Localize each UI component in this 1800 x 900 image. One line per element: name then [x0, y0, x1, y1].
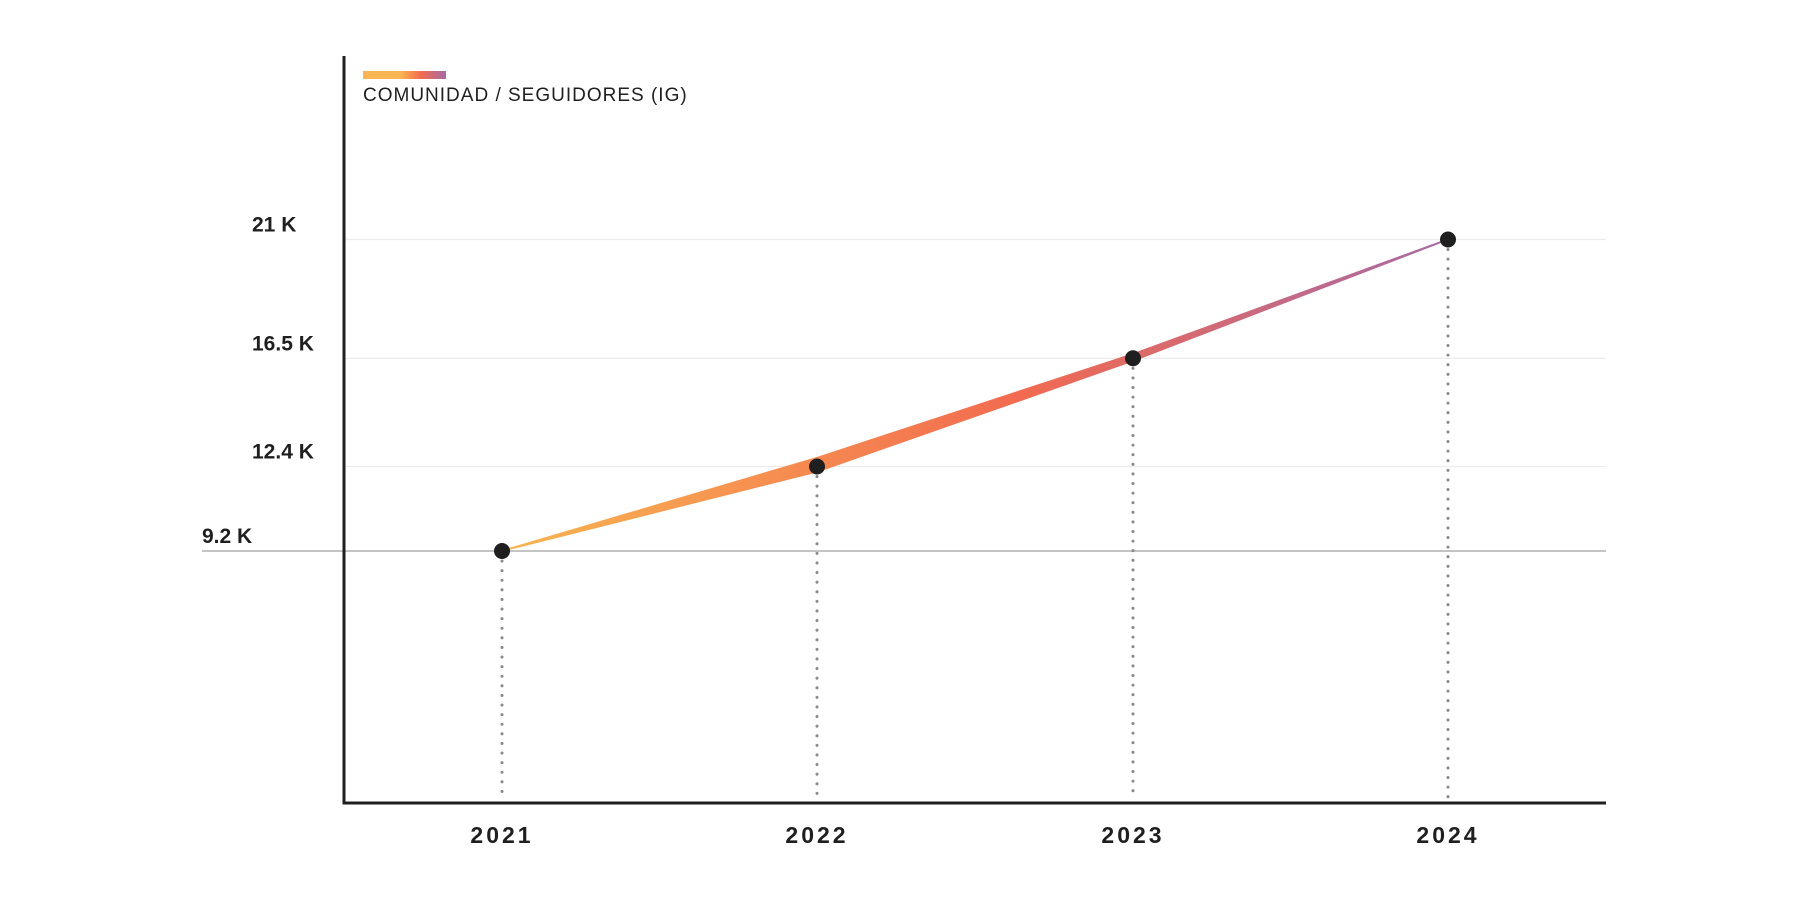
x-tick-label: 2021	[470, 822, 533, 848]
data-points	[494, 231, 1456, 559]
y-tick-label: 21 K	[252, 213, 296, 236]
x-tick-label: 2022	[785, 822, 848, 848]
x-tick-label: 2024	[1416, 822, 1479, 848]
x-tick-labels: 2021 2022 2023 2024	[470, 822, 1479, 848]
grid	[202, 238, 1606, 552]
y-tick-label: 16.5 K	[252, 332, 314, 355]
y-tick-labels: 9.2 K 12.4 K 16.5 K 21 K	[202, 213, 314, 548]
data-point	[1125, 350, 1141, 367]
data-point	[809, 458, 825, 475]
data-point	[494, 543, 510, 559]
legend: COMUNIDAD / SEGUIDORES (IG)	[363, 71, 688, 107]
y-tick-label: 12.4 K	[252, 441, 314, 464]
data-point	[1440, 231, 1456, 248]
axes	[342, 56, 1606, 805]
drop-lines	[500, 247, 1450, 801]
legend-swatch	[363, 71, 446, 79]
series-line	[501, 238, 1449, 552]
legend-label: COMUNIDAD / SEGUIDORES (IG)	[363, 85, 688, 106]
y-tick-label: 9.2 K	[202, 525, 252, 548]
x-tick-label: 2023	[1101, 822, 1164, 848]
series-band	[501, 238, 1449, 552]
